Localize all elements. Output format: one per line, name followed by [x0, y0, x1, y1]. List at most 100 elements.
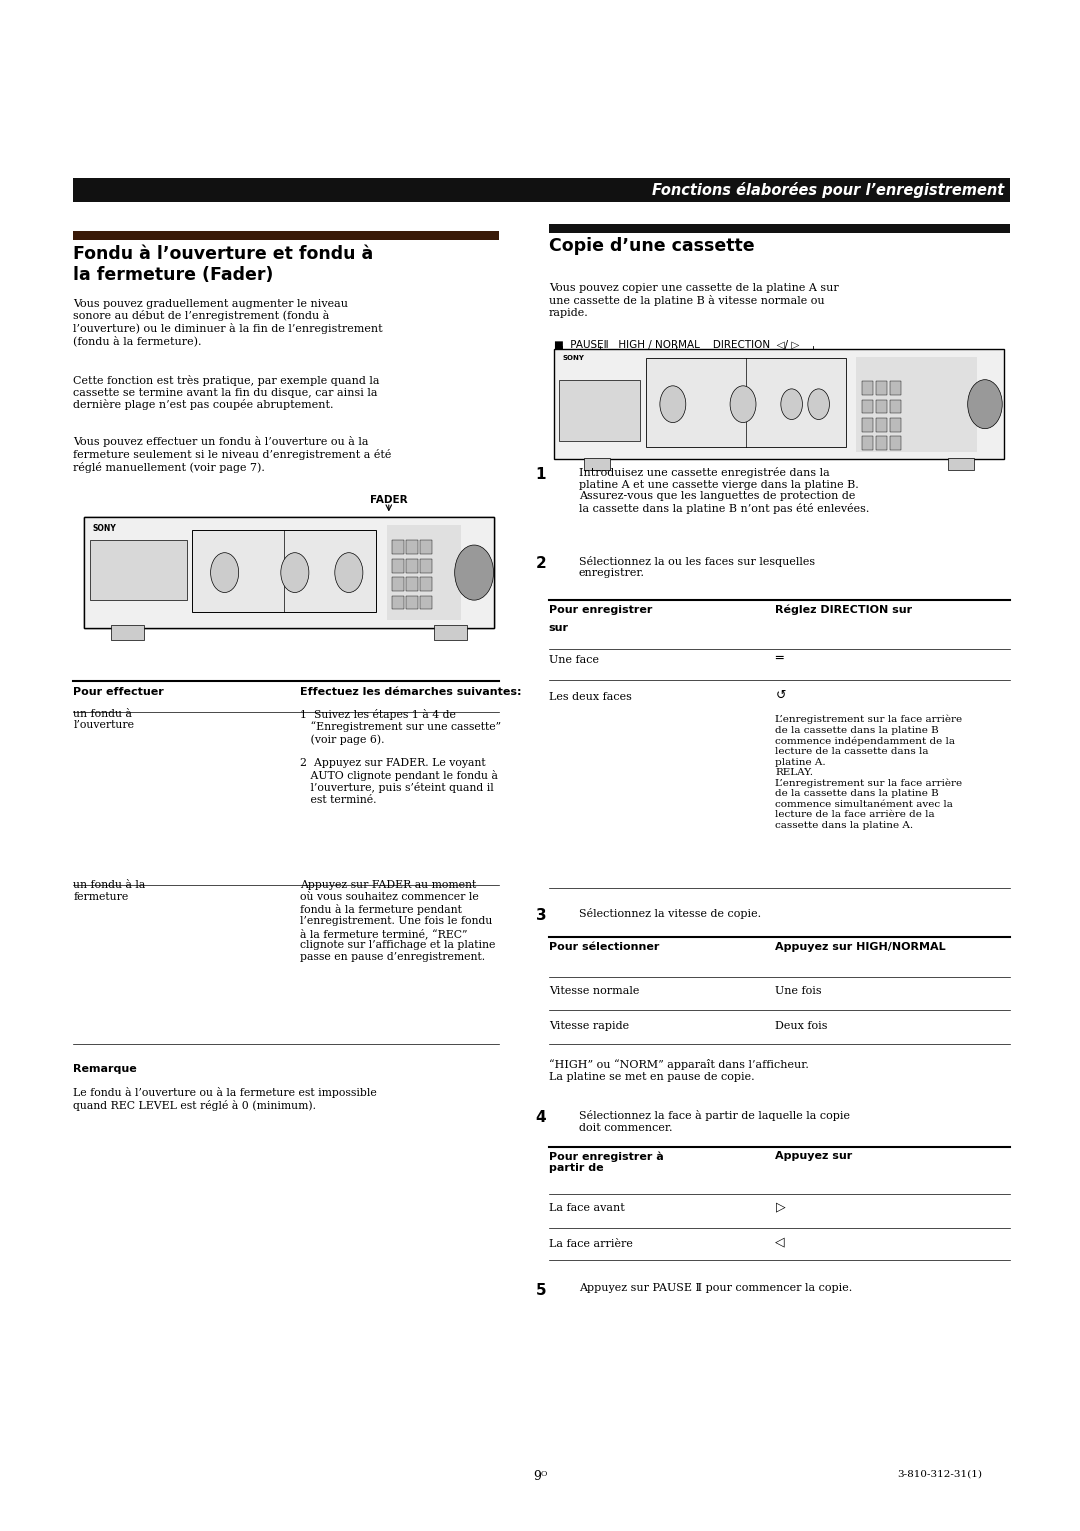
Bar [192, 530, 376, 612]
Text: Vitesse rapide: Vitesse rapide [549, 1021, 629, 1032]
Bar [876, 400, 887, 413]
Circle shape [808, 389, 829, 419]
Bar [890, 418, 901, 432]
Text: Une fois: Une fois [775, 986, 822, 997]
Bar [90, 539, 187, 600]
Bar [862, 436, 873, 450]
Text: 3: 3 [536, 908, 546, 923]
Circle shape [211, 553, 239, 592]
Bar [856, 357, 977, 452]
Bar [406, 559, 418, 573]
Bar [862, 381, 873, 395]
Bar [392, 540, 404, 554]
Bar [559, 380, 640, 441]
Bar [420, 540, 432, 554]
Bar [73, 178, 1010, 202]
Text: Effectuez les démarches suivantes:: Effectuez les démarches suivantes: [300, 687, 522, 698]
Circle shape [660, 386, 686, 423]
Bar [406, 577, 418, 591]
Bar [862, 400, 873, 413]
Text: Une face: Une face [549, 655, 598, 666]
Text: ↺: ↺ [775, 689, 786, 701]
Text: La face avant: La face avant [549, 1203, 624, 1214]
Text: Sélectionnez la ou les faces sur lesquelles
enregistrer.: Sélectionnez la ou les faces sur lesquel… [579, 556, 815, 579]
Text: sur: sur [549, 623, 569, 634]
Bar [646, 358, 846, 447]
Text: La face arrière: La face arrière [549, 1239, 633, 1249]
Text: Pour sélectionner: Pour sélectionner [549, 942, 659, 952]
Bar [584, 458, 610, 470]
Bar [392, 577, 404, 591]
Text: SONY: SONY [93, 524, 117, 533]
Text: un fondu à
l’ouverture: un fondu à l’ouverture [73, 709, 134, 730]
Bar [84, 517, 494, 628]
Text: Pour enregistrer: Pour enregistrer [549, 605, 652, 615]
Text: ■  PAUSEⅡ   HIGH / NORMAL    DIRECTION  ◁/ ▷: ■ PAUSEⅡ HIGH / NORMAL DIRECTION ◁/ ▷ [554, 340, 799, 351]
Text: Vous pouvez copier une cassette de la platine A sur
une cassette de la platine B: Vous pouvez copier une cassette de la pl… [549, 283, 838, 317]
Bar [549, 224, 1010, 233]
Text: Remarque: Remarque [73, 1064, 137, 1075]
Text: Fonctions élaborées pour l’enregistrement: Fonctions élaborées pour l’enregistremen… [652, 182, 1004, 197]
Text: L’enregistrement sur la face arrière
de la cassette dans la platine B
commence i: L’enregistrement sur la face arrière de … [775, 715, 962, 830]
Bar [434, 625, 467, 640]
Bar [420, 596, 432, 609]
Text: Pour effectuer: Pour effectuer [73, 687, 164, 698]
Bar [420, 559, 432, 573]
Text: 2: 2 [536, 556, 546, 571]
Text: 5: 5 [536, 1283, 546, 1298]
Bar [876, 436, 887, 450]
Bar [890, 436, 901, 450]
Text: ◁: ◁ [775, 1236, 785, 1248]
Text: Introduisez une cassette enregistrée dans la
platine A et une cassette vierge da: Introduisez une cassette enregistrée dan… [579, 467, 869, 514]
Text: Pour enregistrer à
partir de: Pour enregistrer à partir de [549, 1151, 663, 1173]
Text: 1  Suivez les étapes 1 à 4 de
   “Enregistrement sur une cassette”
   (voir page: 1 Suivez les étapes 1 à 4 de “Enregistre… [300, 709, 501, 805]
Text: Vitesse normale: Vitesse normale [549, 986, 639, 997]
Bar [392, 596, 404, 609]
Text: Vous pouvez graduellement augmenter le niveau
sonore au début de l’enregistremen: Vous pouvez graduellement augmenter le n… [73, 299, 383, 346]
Bar [876, 381, 887, 395]
Bar [84, 517, 494, 628]
Bar [406, 540, 418, 554]
Text: Fondu à l’ouverture et fondu à
la fermeture (Fader): Fondu à l’ouverture et fondu à la fermet… [73, 245, 374, 283]
Text: Les deux faces: Les deux faces [549, 692, 632, 703]
Bar [84, 517, 494, 628]
Text: ═: ═ [775, 652, 783, 664]
Circle shape [730, 386, 756, 423]
Bar [406, 596, 418, 609]
Circle shape [781, 389, 802, 419]
Bar [948, 458, 974, 470]
Text: Sélectionnez la vitesse de copie.: Sélectionnez la vitesse de copie. [579, 908, 761, 919]
Bar [420, 577, 432, 591]
Text: Appuyez sur: Appuyez sur [775, 1151, 853, 1162]
Text: Appuyez sur HIGH/NORMAL: Appuyez sur HIGH/NORMAL [775, 942, 946, 952]
Text: ▷: ▷ [775, 1200, 785, 1213]
Bar [392, 559, 404, 573]
Bar [111, 625, 144, 640]
Text: Appuyez sur FADER au moment
où vous souhaitez commencer le
fondu à la fermeture : Appuyez sur FADER au moment où vous souh… [300, 880, 496, 961]
Bar [73, 231, 499, 240]
Text: un fondu à la
fermeture: un fondu à la fermeture [73, 880, 146, 902]
Text: SONY: SONY [563, 355, 584, 361]
Text: Appuyez sur PAUSE Ⅱ pour commencer la copie.: Appuyez sur PAUSE Ⅱ pour commencer la co… [579, 1283, 852, 1294]
Bar [890, 381, 901, 395]
Bar [890, 400, 901, 413]
Bar [387, 525, 461, 620]
Bar [876, 418, 887, 432]
Circle shape [335, 553, 363, 592]
Text: 9ᴼ: 9ᴼ [532, 1470, 548, 1482]
Text: 4: 4 [536, 1110, 546, 1125]
Circle shape [281, 553, 309, 592]
Text: 3-810-312-31(1): 3-810-312-31(1) [897, 1470, 982, 1479]
Text: Le fondu à l’ouverture ou à la fermeture est impossible
quand REC LEVEL est régl: Le fondu à l’ouverture ou à la fermeture… [73, 1087, 377, 1112]
Text: “HIGH” ou “NORM” apparaît dans l’afficheur.
La platine se met en pause de copie.: “HIGH” ou “NORM” apparaît dans l’affiche… [549, 1059, 809, 1082]
Circle shape [455, 545, 494, 600]
Bar [554, 349, 1004, 459]
Text: Sélectionnez la face à partir de laquelle la copie
doit commencer.: Sélectionnez la face à partir de laquell… [579, 1110, 850, 1133]
Text: Vous pouvez effectuer un fondu à l’ouverture ou à la
fermeture seulement si le n: Vous pouvez effectuer un fondu à l’ouver… [73, 436, 392, 473]
Text: Cette fonction est très pratique, par exemple quand la
cassette se termine avant: Cette fonction est très pratique, par ex… [73, 375, 380, 410]
Bar [862, 418, 873, 432]
Text: Copie d’une cassette: Copie d’une cassette [549, 237, 754, 256]
Text: Deux fois: Deux fois [775, 1021, 828, 1032]
Text: Réglez DIRECTION sur: Réglez DIRECTION sur [775, 605, 913, 615]
Circle shape [968, 380, 1002, 429]
